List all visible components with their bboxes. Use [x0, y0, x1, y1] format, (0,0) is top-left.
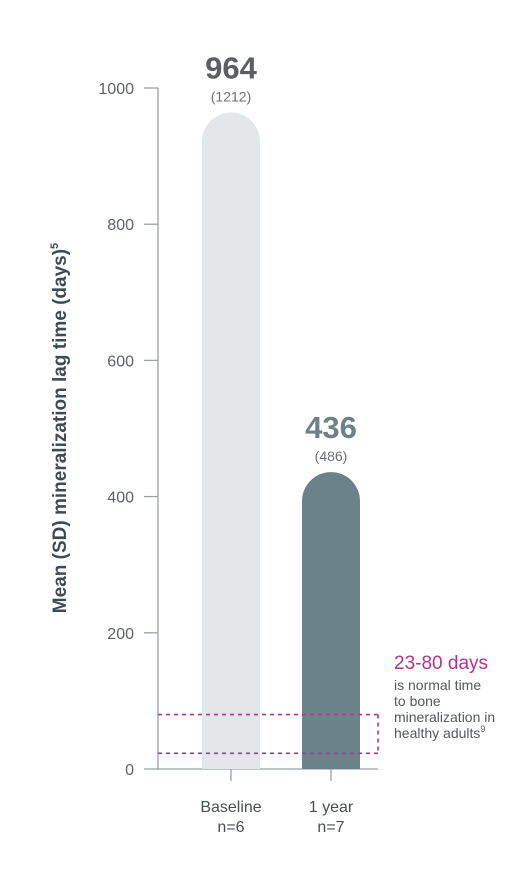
- normal-range-note-line: to bone: [394, 693, 441, 709]
- bar-value-label: 964: [205, 51, 257, 86]
- normal-range-note-text: is normal time: [394, 677, 481, 693]
- x-tick-label: Baseline: [200, 799, 261, 816]
- x-tick-n-label: n=7: [317, 819, 344, 836]
- normal-range-title: 23-80 days: [394, 653, 488, 674]
- y-tick-label: 400: [107, 490, 134, 507]
- bar-sd-label: (1212): [211, 89, 251, 105]
- bar-1-year: [302, 472, 360, 769]
- normal-range-note-line: healthy adults9: [394, 724, 485, 741]
- normal-range-note-line: mineralization in: [394, 709, 495, 725]
- y-tick-label: 0: [125, 762, 134, 779]
- y-tick-label: 600: [107, 353, 134, 370]
- y-axis-title-superscript: 5: [49, 243, 61, 249]
- bar-sd-label: (486): [315, 448, 348, 464]
- x-tick-label: 1 year: [309, 799, 354, 816]
- x-tick-n-label: n=6: [217, 819, 244, 836]
- bar-baseline: [202, 112, 260, 770]
- normal-range-note-line: is normal time: [394, 677, 481, 693]
- y-axis-title: Mean (SD) mineralization lag time (days)…: [49, 243, 71, 613]
- y-axis-title-text: Mean (SD) mineralization lag time (days): [50, 249, 71, 613]
- y-tick-label: 200: [107, 626, 134, 643]
- normal-range-note-text: healthy adults: [394, 725, 480, 741]
- bar-value-label: 436: [305, 410, 357, 445]
- normal-range-note-text: mineralization in: [394, 709, 495, 725]
- y-tick-label: 800: [107, 217, 134, 234]
- y-tick-label: 1000: [98, 81, 134, 98]
- normal-range-note-superscript: 9: [480, 724, 485, 734]
- normal-range-note-text: to bone: [394, 693, 441, 709]
